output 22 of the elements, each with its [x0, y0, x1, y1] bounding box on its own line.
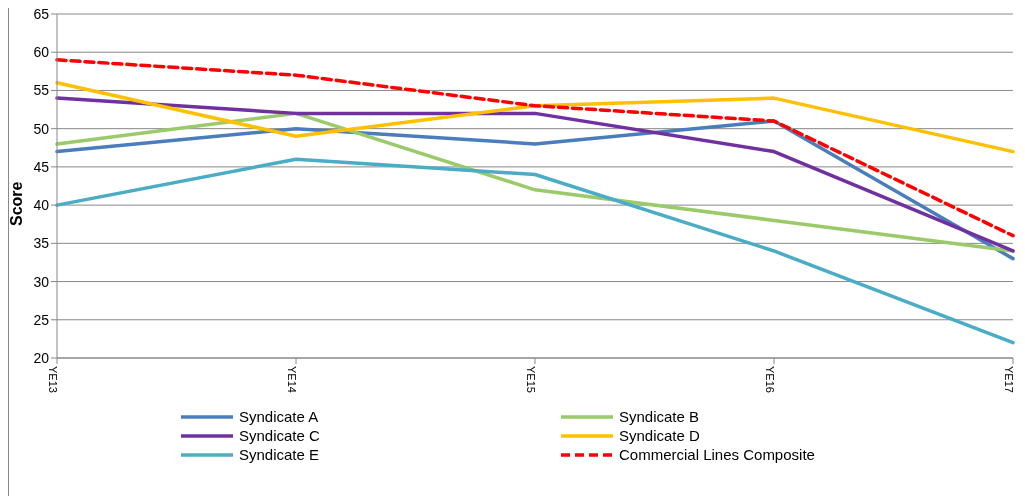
y-tick-label: 35	[33, 235, 50, 252]
x-tick-label: YE15	[525, 366, 538, 393]
y-tick-label: 40	[33, 197, 50, 214]
y-tick-label: 20	[33, 349, 50, 366]
y-tick-label: 30	[33, 273, 50, 290]
x-tick-label: YE16	[764, 366, 777, 393]
y-axis-title: Score	[7, 181, 25, 226]
legend-label: Commercial Lines Composite	[619, 446, 815, 463]
y-tick-label: 55	[33, 82, 50, 99]
y-tick-label: 60	[33, 44, 50, 61]
legend-label: Syndicate A	[239, 408, 319, 425]
x-tick-label: YE13	[47, 366, 60, 393]
legend-label: Syndicate C	[239, 427, 320, 444]
x-tick-label: YE17	[1003, 366, 1016, 393]
legend-label: Syndicate B	[619, 408, 700, 425]
y-tick-label: 50	[33, 120, 50, 137]
y-tick-label: 45	[33, 158, 50, 175]
legend-label: Syndicate D	[619, 427, 700, 444]
x-tick-label: YE14	[286, 366, 299, 393]
legend-label: Syndicate E	[239, 446, 320, 463]
y-tick-label: 25	[33, 311, 50, 328]
y-tick-label: 65	[33, 5, 50, 22]
